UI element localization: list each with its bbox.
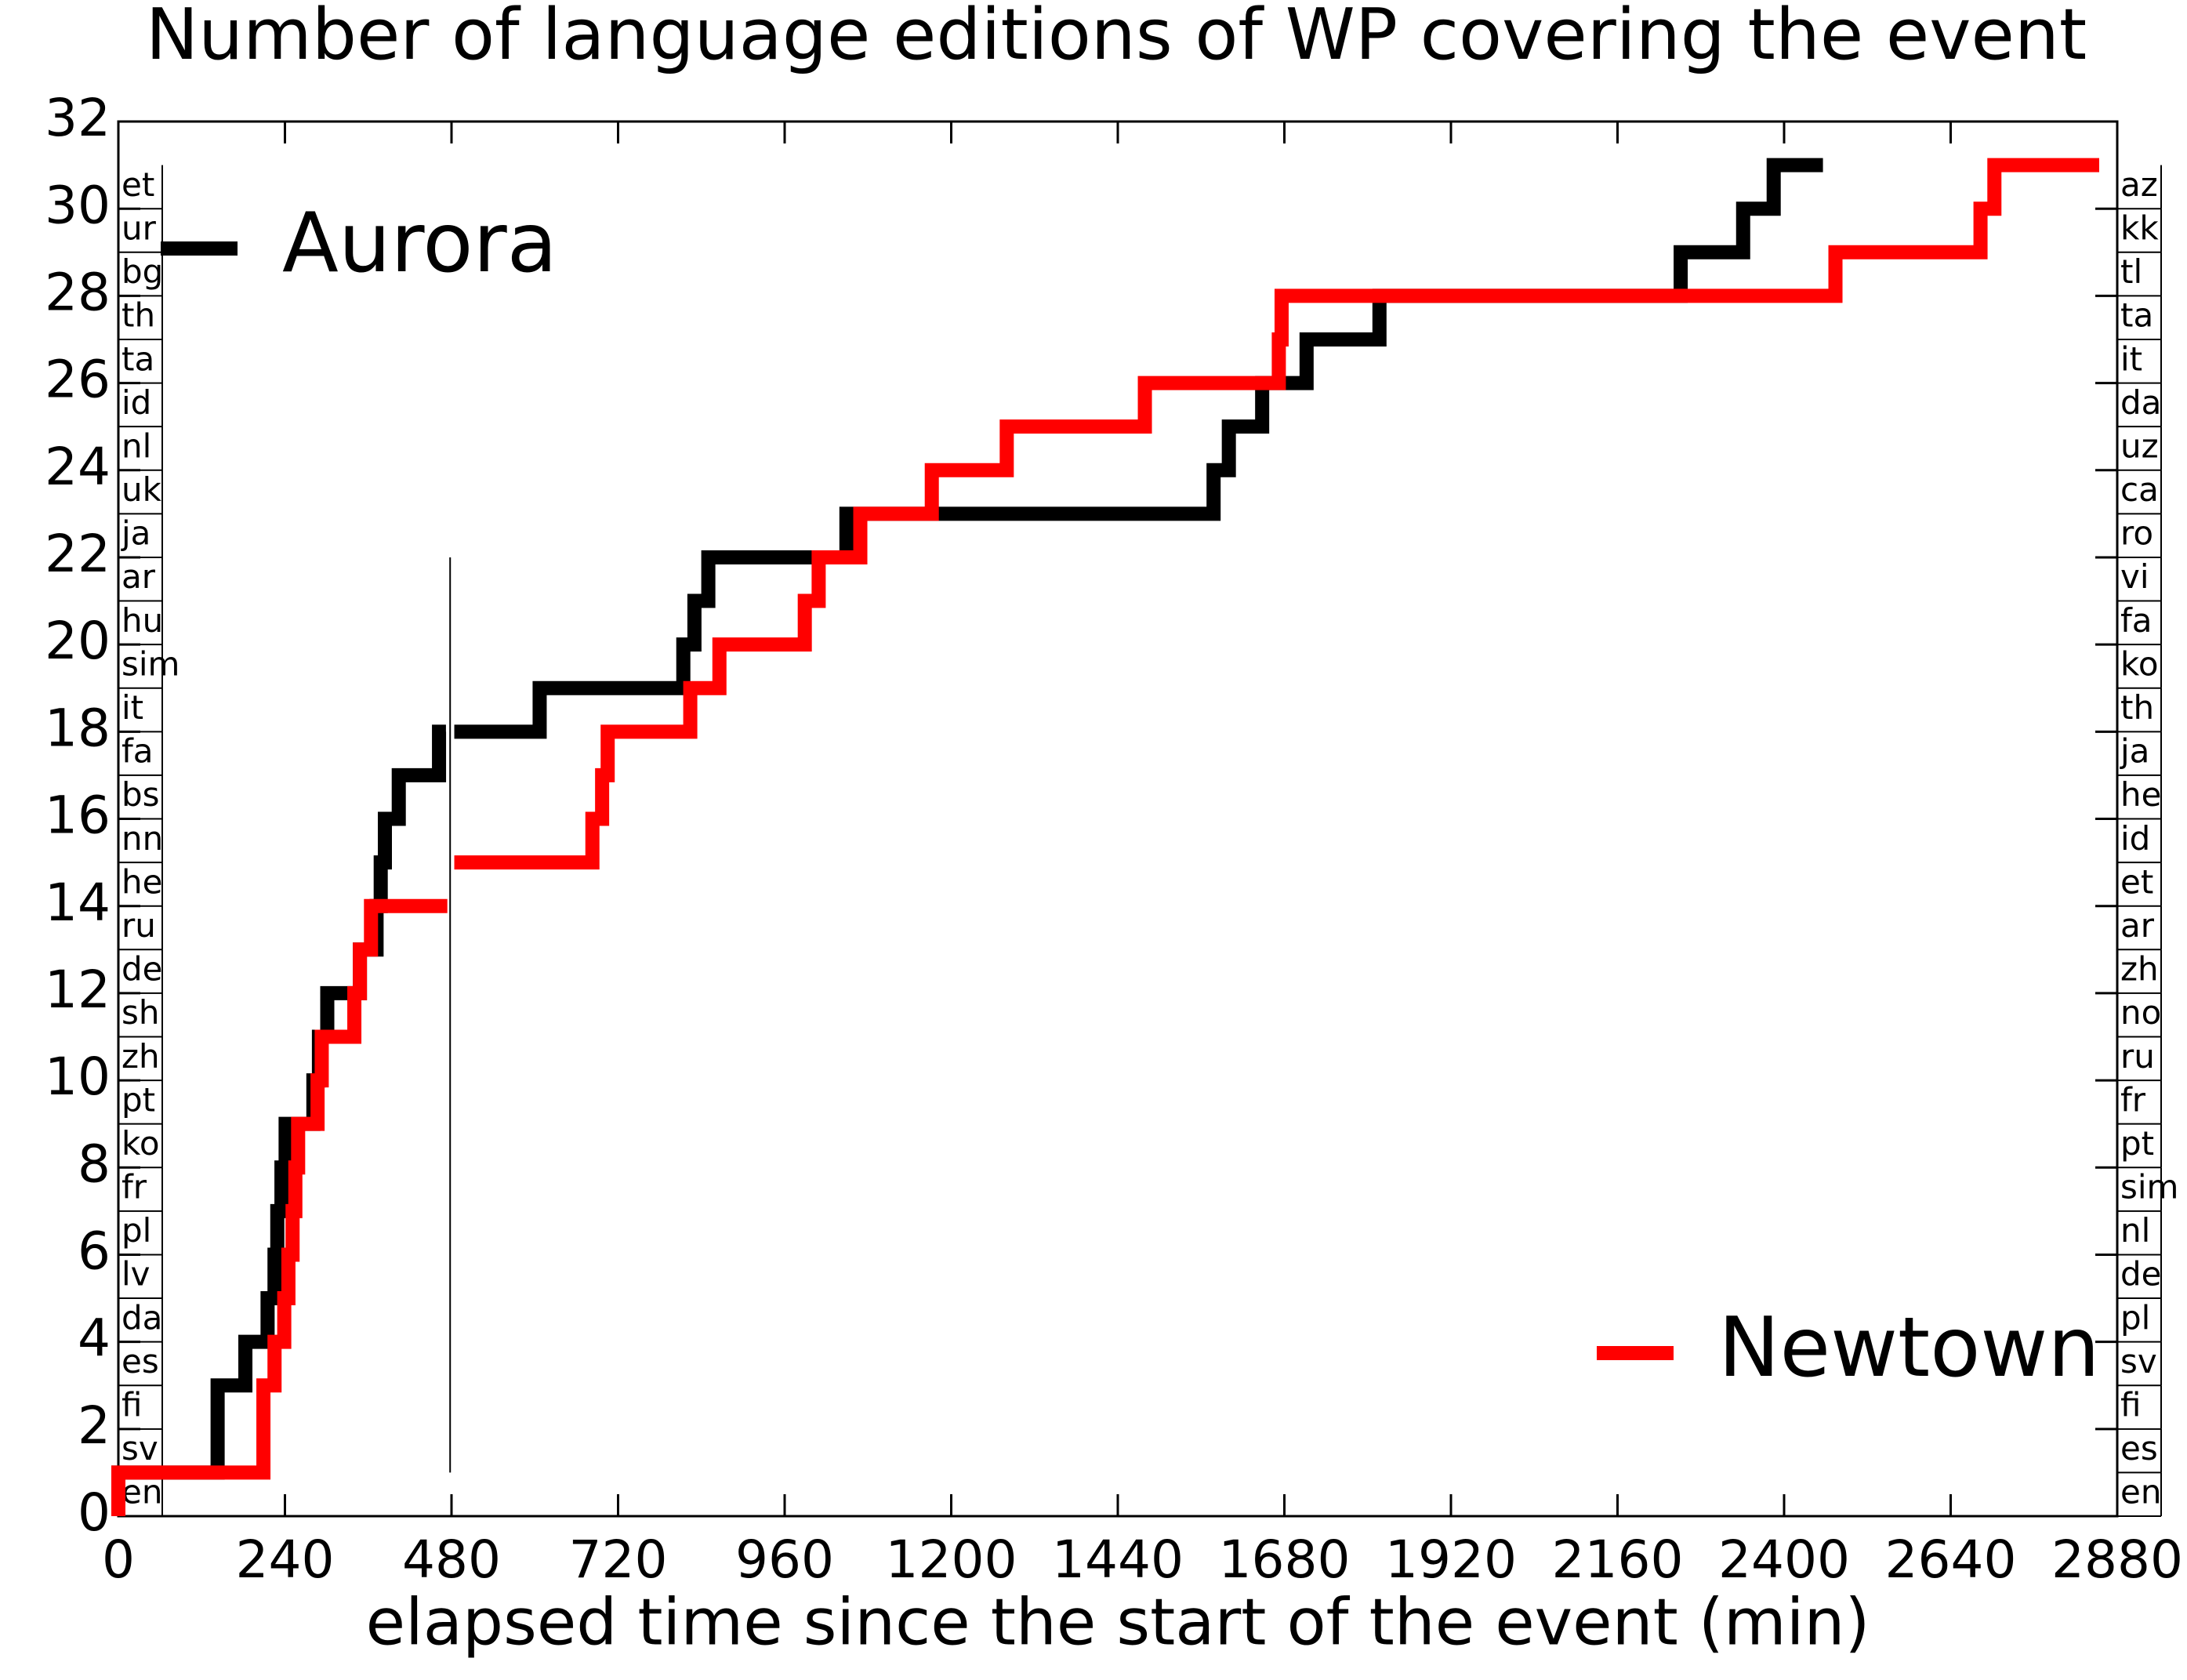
language-label: sv <box>121 1429 158 1468</box>
language-label: pl <box>121 1211 151 1250</box>
y-tick-label: 24 <box>45 437 111 497</box>
language-label: nl <box>121 426 151 465</box>
language-label: pl <box>2120 1298 2150 1337</box>
language-label: en <box>2120 1473 2161 1511</box>
language-label: da <box>121 1298 162 1337</box>
x-tick-label: 2400 <box>1718 1529 1850 1590</box>
language-label: bg <box>121 252 163 291</box>
language-label: es <box>2120 1429 2158 1468</box>
step-line <box>111 158 1823 1516</box>
y-tick-label: 22 <box>45 524 111 584</box>
language-label: pt <box>2120 1124 2154 1163</box>
language-label: fi <box>2120 1386 2141 1424</box>
language-label: ro <box>2120 514 2153 553</box>
y-tick-label: 18 <box>45 698 111 758</box>
language-label: ru <box>2120 1037 2155 1076</box>
x-tick-label: 720 <box>569 1529 668 1590</box>
language-label: ca <box>2120 470 2159 509</box>
y-tick-label: 28 <box>45 262 111 322</box>
x-tick-label: 960 <box>735 1529 834 1590</box>
language-label: de <box>2120 1255 2162 1294</box>
language-label: ru <box>121 906 156 945</box>
legend-label: Aurora <box>282 195 557 291</box>
language-label: th <box>2120 688 2154 727</box>
language-label: fr <box>121 1168 147 1206</box>
language-label: ja <box>2120 732 2149 771</box>
y-tick-label: 20 <box>45 611 111 671</box>
x-tick-label: 1200 <box>886 1529 1017 1590</box>
language-label: et <box>2120 862 2153 901</box>
language-label: fi <box>121 1386 142 1424</box>
language-label: id <box>2120 819 2150 858</box>
language-label: he <box>2120 775 2161 814</box>
language-label: pt <box>121 1080 155 1119</box>
language-label: sim <box>2120 1168 2178 1206</box>
x-tick-label: 1680 <box>1219 1529 1351 1590</box>
language-label: az <box>2120 165 2158 204</box>
language-label: lv <box>121 1255 151 1294</box>
x-tick-label: 0 <box>102 1529 135 1590</box>
language-label: tl <box>2120 252 2142 291</box>
language-label: it <box>121 688 143 727</box>
language-label: sh <box>121 993 160 1032</box>
y-tick-label: 4 <box>78 1308 111 1369</box>
y-tick-label: 30 <box>45 175 111 235</box>
language-label: kk <box>2120 209 2159 247</box>
language-label: fa <box>121 732 154 771</box>
language-label: ar <box>2120 906 2155 945</box>
language-label: ko <box>121 1124 160 1163</box>
x-tick-label: 1440 <box>1052 1529 1184 1590</box>
language-label: et <box>121 165 154 204</box>
x-axis-label: elapsed time since the start of the even… <box>366 1585 1870 1660</box>
x-tick-label: 1920 <box>1385 1529 1517 1590</box>
language-label: hu <box>121 601 163 640</box>
y-tick-label: 32 <box>45 88 111 148</box>
language-label: ta <box>2120 296 2153 335</box>
legend-label: Newtown <box>1718 1300 2100 1395</box>
y-tick-label: 10 <box>45 1047 111 1107</box>
y-tick-label: 8 <box>78 1134 111 1194</box>
x-tick-label: 2160 <box>1552 1529 1684 1590</box>
language-label: no <box>2120 993 2161 1032</box>
chart-title: Number of language editions of WP coveri… <box>146 0 2087 76</box>
language-label: ja <box>121 514 151 553</box>
language-label: th <box>121 296 155 335</box>
language-label: fr <box>2120 1080 2146 1119</box>
language-label: de <box>121 950 163 989</box>
language-label: he <box>121 862 162 901</box>
y-tick-label: 2 <box>78 1395 111 1456</box>
language-label: ko <box>2120 644 2159 683</box>
language-label: uk <box>121 470 162 509</box>
language-label: nn <box>121 819 163 858</box>
y-tick-label: 14 <box>45 873 111 933</box>
language-label: id <box>121 383 151 422</box>
language-label: vi <box>2120 557 2149 596</box>
x-tick-label: 480 <box>402 1529 501 1590</box>
language-label: da <box>2120 383 2161 422</box>
language-label: nl <box>2120 1211 2150 1250</box>
x-tick-label: 240 <box>236 1529 335 1590</box>
y-tick-label: 26 <box>45 350 111 410</box>
y-tick-label: 6 <box>78 1221 111 1282</box>
step-line <box>111 158 2099 1516</box>
language-label: sv <box>2120 1342 2157 1381</box>
language-label: ur <box>121 209 157 247</box>
x-tick-label: 2640 <box>1885 1529 2017 1590</box>
y-tick-label: 16 <box>45 786 111 846</box>
language-label: es <box>121 1342 159 1381</box>
language-label: ar <box>121 557 156 596</box>
language-label: uz <box>2120 426 2159 465</box>
language-label: zh <box>121 1037 160 1076</box>
language-label: it <box>2120 339 2142 378</box>
y-tick-label: 0 <box>78 1482 111 1543</box>
language-label: ta <box>121 339 154 378</box>
language-label: bs <box>121 775 160 814</box>
language-label: zh <box>2120 950 2159 989</box>
language-label: fa <box>2120 601 2153 640</box>
language-label: sim <box>121 644 180 683</box>
y-tick-label: 12 <box>45 960 111 1020</box>
x-tick-label: 2880 <box>2051 1529 2183 1590</box>
